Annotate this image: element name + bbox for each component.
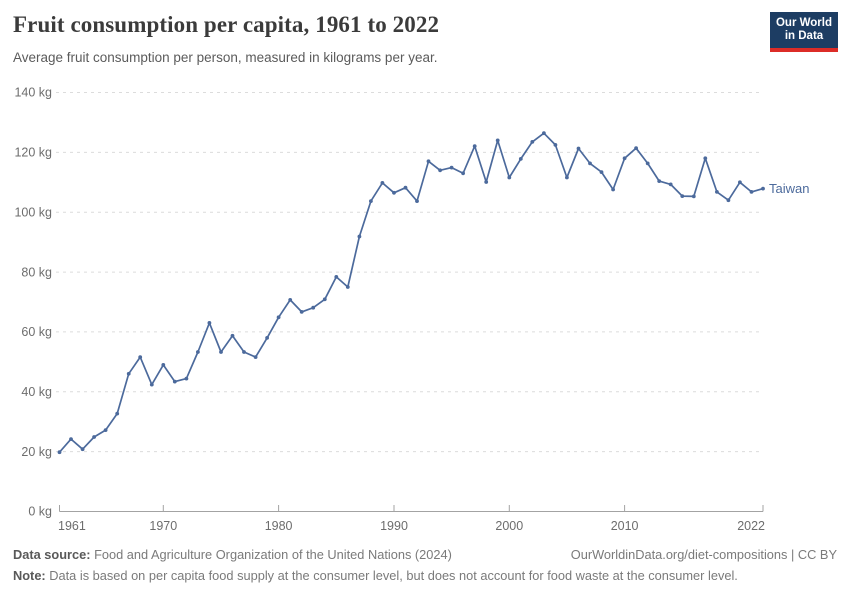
data-point: [415, 199, 419, 204]
data-point: [542, 131, 546, 136]
data-point: [426, 159, 431, 164]
data-point: [611, 187, 615, 192]
data-point: [726, 198, 731, 203]
x-tick-label: 1980: [265, 519, 293, 533]
y-tick-label: 100 kg: [14, 205, 52, 219]
data-point: [219, 350, 223, 354]
data-point: [645, 161, 650, 166]
x-tick-label: 2010: [611, 519, 639, 533]
note-text: Data is based on per capita food supply …: [45, 568, 738, 584]
data-point: [69, 437, 73, 441]
data-point: [518, 157, 523, 161]
data-point: [691, 194, 696, 199]
logo-line2: in Data: [784, 30, 824, 42]
x-tick-label: 2022: [737, 519, 765, 533]
data-point: [126, 371, 131, 376]
data-point: [576, 146, 581, 151]
data-point: [103, 428, 108, 432]
x-tick-label: 1970: [149, 519, 177, 533]
data-point: [369, 199, 373, 204]
y-tick-label: 0 kg: [28, 505, 52, 519]
data-point: [57, 450, 62, 455]
data-point: [149, 382, 154, 387]
data-point: [115, 411, 120, 416]
data-point: [472, 144, 477, 149]
chart-title: Fruit consumption per capita, 1961 to 20…: [13, 12, 440, 37]
entity-label: Taiwan: [769, 181, 809, 196]
citation-link[interactable]: OurWorldinData.org/diet-compositions | C…: [570, 547, 837, 562]
data-point: [311, 305, 316, 310]
data-point: [392, 190, 396, 195]
data-point: [380, 181, 385, 185]
data-point: [484, 180, 489, 184]
data-point: [161, 363, 166, 367]
note-line: Note: Data is based on per capita food s…: [13, 567, 837, 584]
data-point: [80, 447, 85, 452]
data-point: [207, 321, 212, 325]
data-point: [622, 156, 627, 161]
series-line: [58, 132, 764, 454]
y-tick-label: 20 kg: [21, 445, 52, 459]
data-point: [495, 138, 500, 143]
data-point: [449, 165, 454, 170]
data-point: [507, 175, 512, 180]
data-point: [276, 315, 281, 320]
data-point: [92, 435, 96, 439]
data-point: [749, 190, 754, 194]
data-point: [230, 333, 235, 338]
data-point: [599, 170, 604, 175]
y-tick-label: 80 kg: [21, 265, 52, 279]
data-point: [196, 350, 200, 354]
y-tick-label: 40 kg: [21, 385, 52, 399]
data-point: [680, 194, 685, 199]
data-point: [703, 156, 708, 161]
line-chart: 0 kg 20 kg 40 kg 60 kg 80 kg 100 kg 120 kg 140 …: [14, 86, 809, 533]
y-tick-label: 120 kg: [14, 146, 52, 160]
data-point: [138, 355, 143, 359]
data-point: [184, 376, 189, 381]
y-tick-label: 140 kg: [14, 86, 52, 100]
data-point: [403, 185, 408, 190]
data-point: [761, 186, 765, 191]
data-point: [438, 168, 442, 173]
data-point: [322, 297, 327, 302]
data-point: [299, 310, 304, 314]
datasource-label: Data source:: [13, 547, 91, 562]
logo-line1: Our World: [775, 16, 832, 29]
chart-subtitle: Average fruit consumption per person, me…: [13, 50, 438, 65]
data-point: [553, 143, 558, 147]
data-point: [242, 350, 246, 354]
data-point: [172, 379, 177, 384]
datasource-line: Data source: Food and Agriculture Organi…: [13, 546, 452, 563]
data-point: [253, 355, 258, 359]
data-point: [288, 298, 293, 302]
data-point: [738, 180, 742, 185]
footer-row: Data source: Food and Agriculture Organi…: [13, 546, 837, 563]
owid-logo[interactable]: Our World in Data: [770, 12, 838, 52]
x-tick-label: 1990: [380, 519, 408, 533]
data-point: [334, 275, 339, 279]
data-point: [715, 190, 719, 194]
data-point: [565, 175, 569, 180]
chart-footer: Data source: Food and Agriculture Organi…: [13, 546, 837, 585]
data-point: [657, 179, 662, 184]
x-tick-label: 1961: [58, 519, 86, 533]
data-point: [588, 161, 592, 166]
data-point: [265, 336, 269, 340]
datasource-text: Food and Agriculture Organization of the…: [90, 547, 452, 562]
note-label: Note:: [13, 568, 46, 584]
data-point: [634, 146, 638, 151]
data-point: [461, 171, 465, 176]
data-point: [357, 234, 362, 239]
y-tick-label: 60 kg: [21, 325, 52, 339]
data-point: [530, 140, 535, 144]
x-tick-label: 2000: [495, 519, 523, 533]
data-point: [345, 285, 350, 289]
data-point: [668, 182, 673, 187]
